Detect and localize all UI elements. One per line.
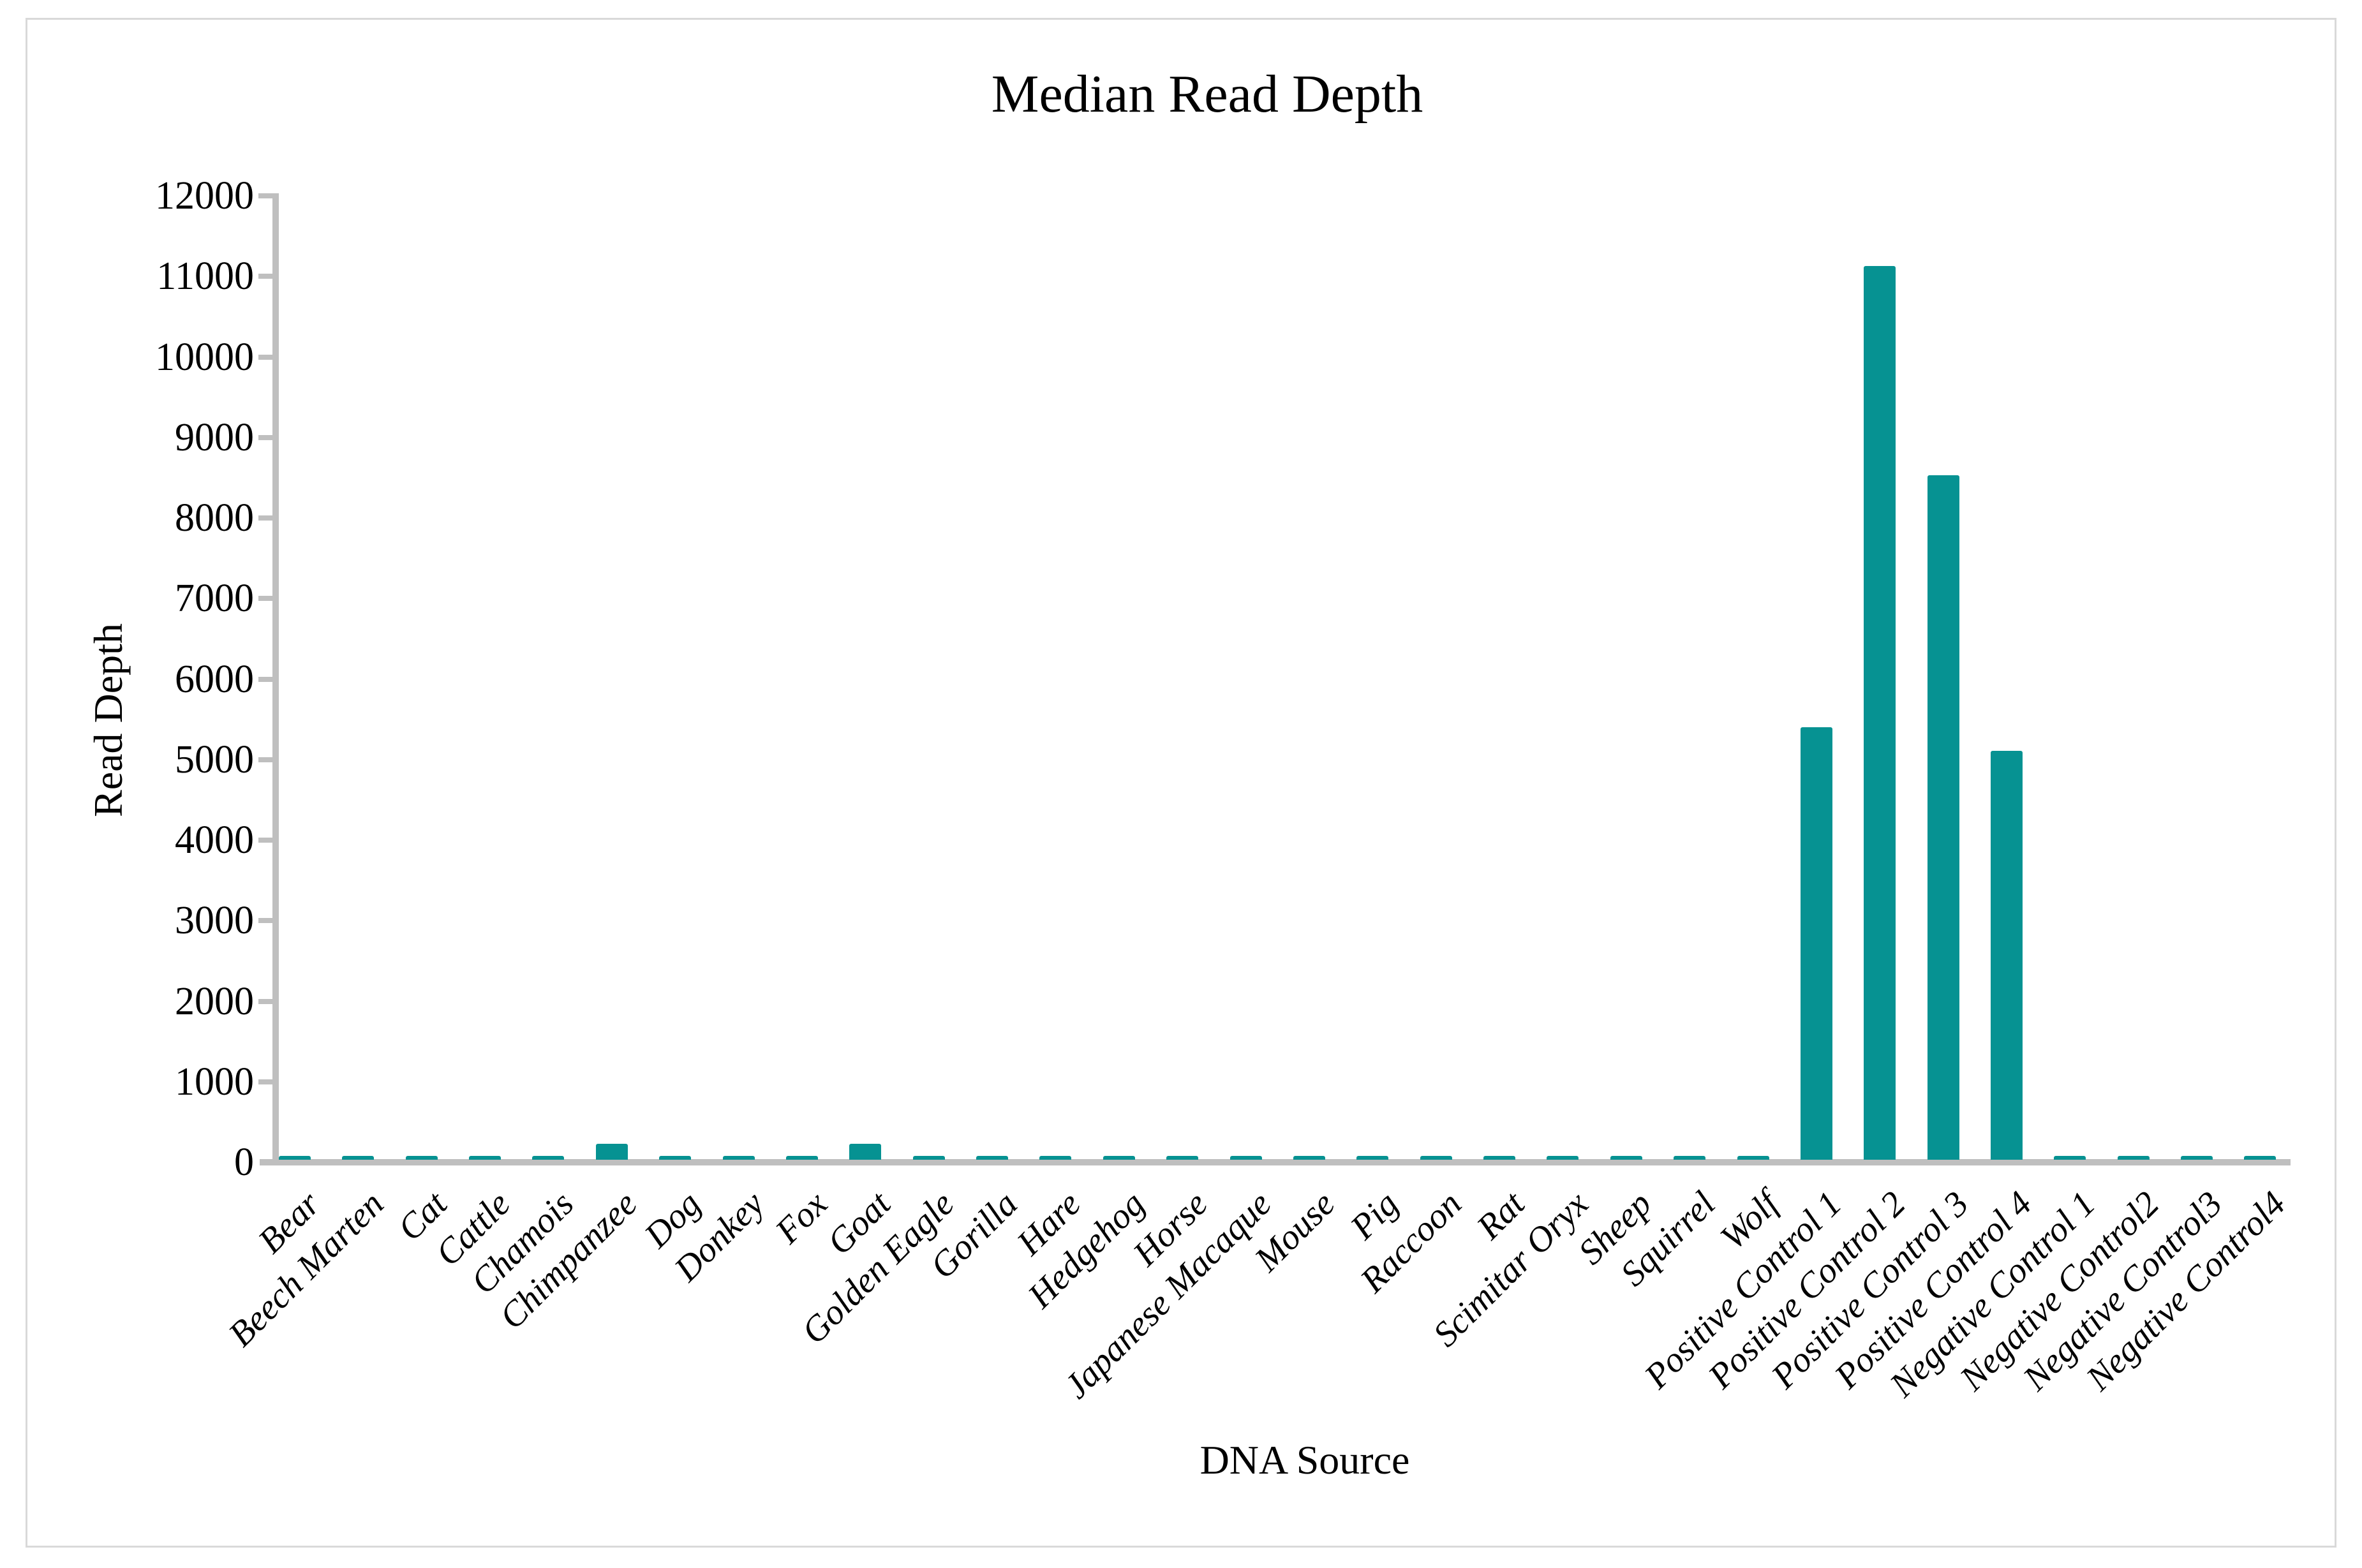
bar-dog bbox=[659, 1155, 692, 1160]
y-tick-label: 9000 bbox=[175, 415, 254, 459]
y-tick-mark bbox=[258, 193, 272, 198]
y-tick-label: 5000 bbox=[175, 737, 254, 781]
y-axis-line bbox=[272, 193, 279, 1165]
y-tick-label: 2000 bbox=[175, 979, 254, 1023]
y-tick-label: 7000 bbox=[175, 577, 254, 621]
bar-scimitar-oryx bbox=[1547, 1155, 1579, 1160]
y-tick-mark bbox=[258, 274, 272, 279]
bar-negative-control2 bbox=[2117, 1155, 2150, 1160]
chart-title: Median Read Depth bbox=[991, 64, 1423, 124]
y-tick-label: 10000 bbox=[155, 335, 254, 379]
bar-positive-control-3 bbox=[1927, 475, 1959, 1160]
y-tick-mark bbox=[258, 998, 272, 1004]
bar-fox bbox=[785, 1155, 818, 1160]
bar-horse bbox=[1166, 1155, 1199, 1160]
bar-cattle bbox=[469, 1155, 501, 1160]
bar-donkey bbox=[722, 1155, 755, 1160]
chart-border bbox=[26, 18, 2336, 1548]
bar-goat bbox=[849, 1143, 882, 1160]
bar-pig bbox=[1356, 1155, 1389, 1160]
y-tick-label: 11000 bbox=[156, 255, 254, 299]
y-tick-mark bbox=[258, 676, 272, 682]
y-tick-label: 4000 bbox=[175, 818, 254, 862]
bar-golden-eagle bbox=[912, 1155, 945, 1160]
bar-mouse bbox=[1293, 1155, 1325, 1160]
bar-cat bbox=[405, 1155, 438, 1160]
bar-hedgehog bbox=[1103, 1155, 1135, 1160]
y-tick-mark bbox=[258, 838, 272, 843]
y-tick-mark bbox=[258, 918, 272, 924]
bar-positive-control-1 bbox=[1800, 727, 1832, 1160]
bar-squirrel bbox=[1674, 1155, 1706, 1160]
y-tick-mark bbox=[258, 515, 272, 521]
bar-rat bbox=[1483, 1155, 1516, 1160]
bar-chamois bbox=[532, 1155, 565, 1160]
bar-negative-control-1 bbox=[2054, 1155, 2086, 1160]
y-tick-label: 0 bbox=[234, 1141, 254, 1184]
bar-chimpanzee bbox=[595, 1143, 628, 1160]
bar-wolf bbox=[1737, 1155, 1769, 1160]
y-tick-mark bbox=[258, 596, 272, 602]
bar-bear bbox=[279, 1155, 311, 1160]
bar-beech-marten bbox=[342, 1155, 375, 1160]
y-tick-mark bbox=[258, 757, 272, 762]
bar-hare bbox=[1039, 1155, 1072, 1160]
bar-sheep bbox=[1610, 1155, 1642, 1160]
x-axis-title: DNA Source bbox=[1200, 1437, 1410, 1483]
y-tick-mark bbox=[258, 1079, 272, 1084]
y-tick-mark bbox=[258, 354, 272, 360]
bar-japanese-macaque bbox=[1229, 1155, 1262, 1160]
y-tick-mark bbox=[258, 434, 272, 440]
y-tick-label: 1000 bbox=[175, 1060, 254, 1104]
bar-raccoon bbox=[1420, 1155, 1452, 1160]
y-tick-label: 6000 bbox=[175, 657, 254, 701]
y-tick-label: 3000 bbox=[175, 899, 254, 943]
bar-positive-control-2 bbox=[1864, 265, 1896, 1160]
y-tick-label: 8000 bbox=[175, 496, 254, 540]
bar-negative-control4 bbox=[2244, 1155, 2277, 1160]
bar-negative-control3 bbox=[2181, 1155, 2213, 1160]
y-tick-label: 12000 bbox=[155, 174, 254, 218]
bar-gorilla bbox=[976, 1155, 1009, 1160]
bar-positive-control-4 bbox=[1990, 751, 2023, 1160]
x-axis-line bbox=[260, 1159, 2291, 1165]
